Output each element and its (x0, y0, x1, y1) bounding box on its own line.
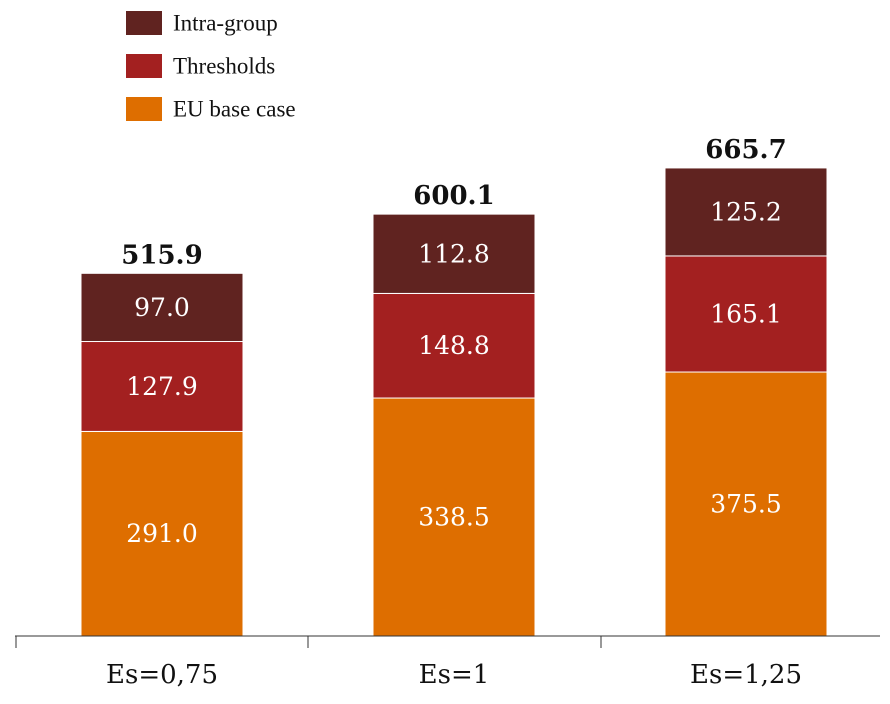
bars: 291.0 127.9 97.0 515.9 338.5 148.8 112.8 600.1 3… (80, 135, 828, 637)
bar-segment (664, 167, 828, 257)
data-label: 97.0 (134, 293, 190, 322)
bar-segment (664, 371, 828, 637)
legend-swatch (126, 97, 162, 121)
bar-segment (372, 292, 536, 399)
legend: Intra-group Thresholds EU base case (126, 11, 296, 122)
category-labels: Es=0,75 Es=1 Es=1,25 (106, 660, 802, 690)
legend-swatch (126, 11, 162, 35)
data-label: 125.2 (710, 197, 782, 226)
data-label: 148.8 (418, 331, 490, 360)
bar-segment (80, 272, 244, 343)
tick-label: Es=0,75 (106, 660, 218, 690)
total-label: 515.9 (121, 240, 202, 270)
bar-segment (372, 213, 536, 294)
tick-label: Es=1 (419, 660, 490, 690)
bar-segment (664, 255, 828, 373)
bar-segment (372, 397, 536, 637)
data-label: 127.9 (126, 372, 198, 401)
legend-label: EU base case (173, 97, 296, 122)
data-label: 291.0 (126, 519, 198, 548)
total-label: 600.1 (413, 181, 494, 211)
legend-label: Intra-group (173, 11, 278, 36)
x-axis (15, 635, 880, 648)
data-label: 165.1 (710, 299, 782, 328)
data-label: 375.5 (710, 490, 782, 519)
legend-label: Thresholds (173, 54, 275, 79)
total-label: 665.7 (705, 135, 786, 165)
bar-segment (80, 430, 244, 637)
legend-swatch (126, 54, 162, 78)
bar-segment (80, 341, 244, 432)
data-label: 112.8 (418, 239, 490, 268)
tick-label: Es=1,25 (690, 660, 802, 690)
data-label: 338.5 (418, 503, 490, 532)
